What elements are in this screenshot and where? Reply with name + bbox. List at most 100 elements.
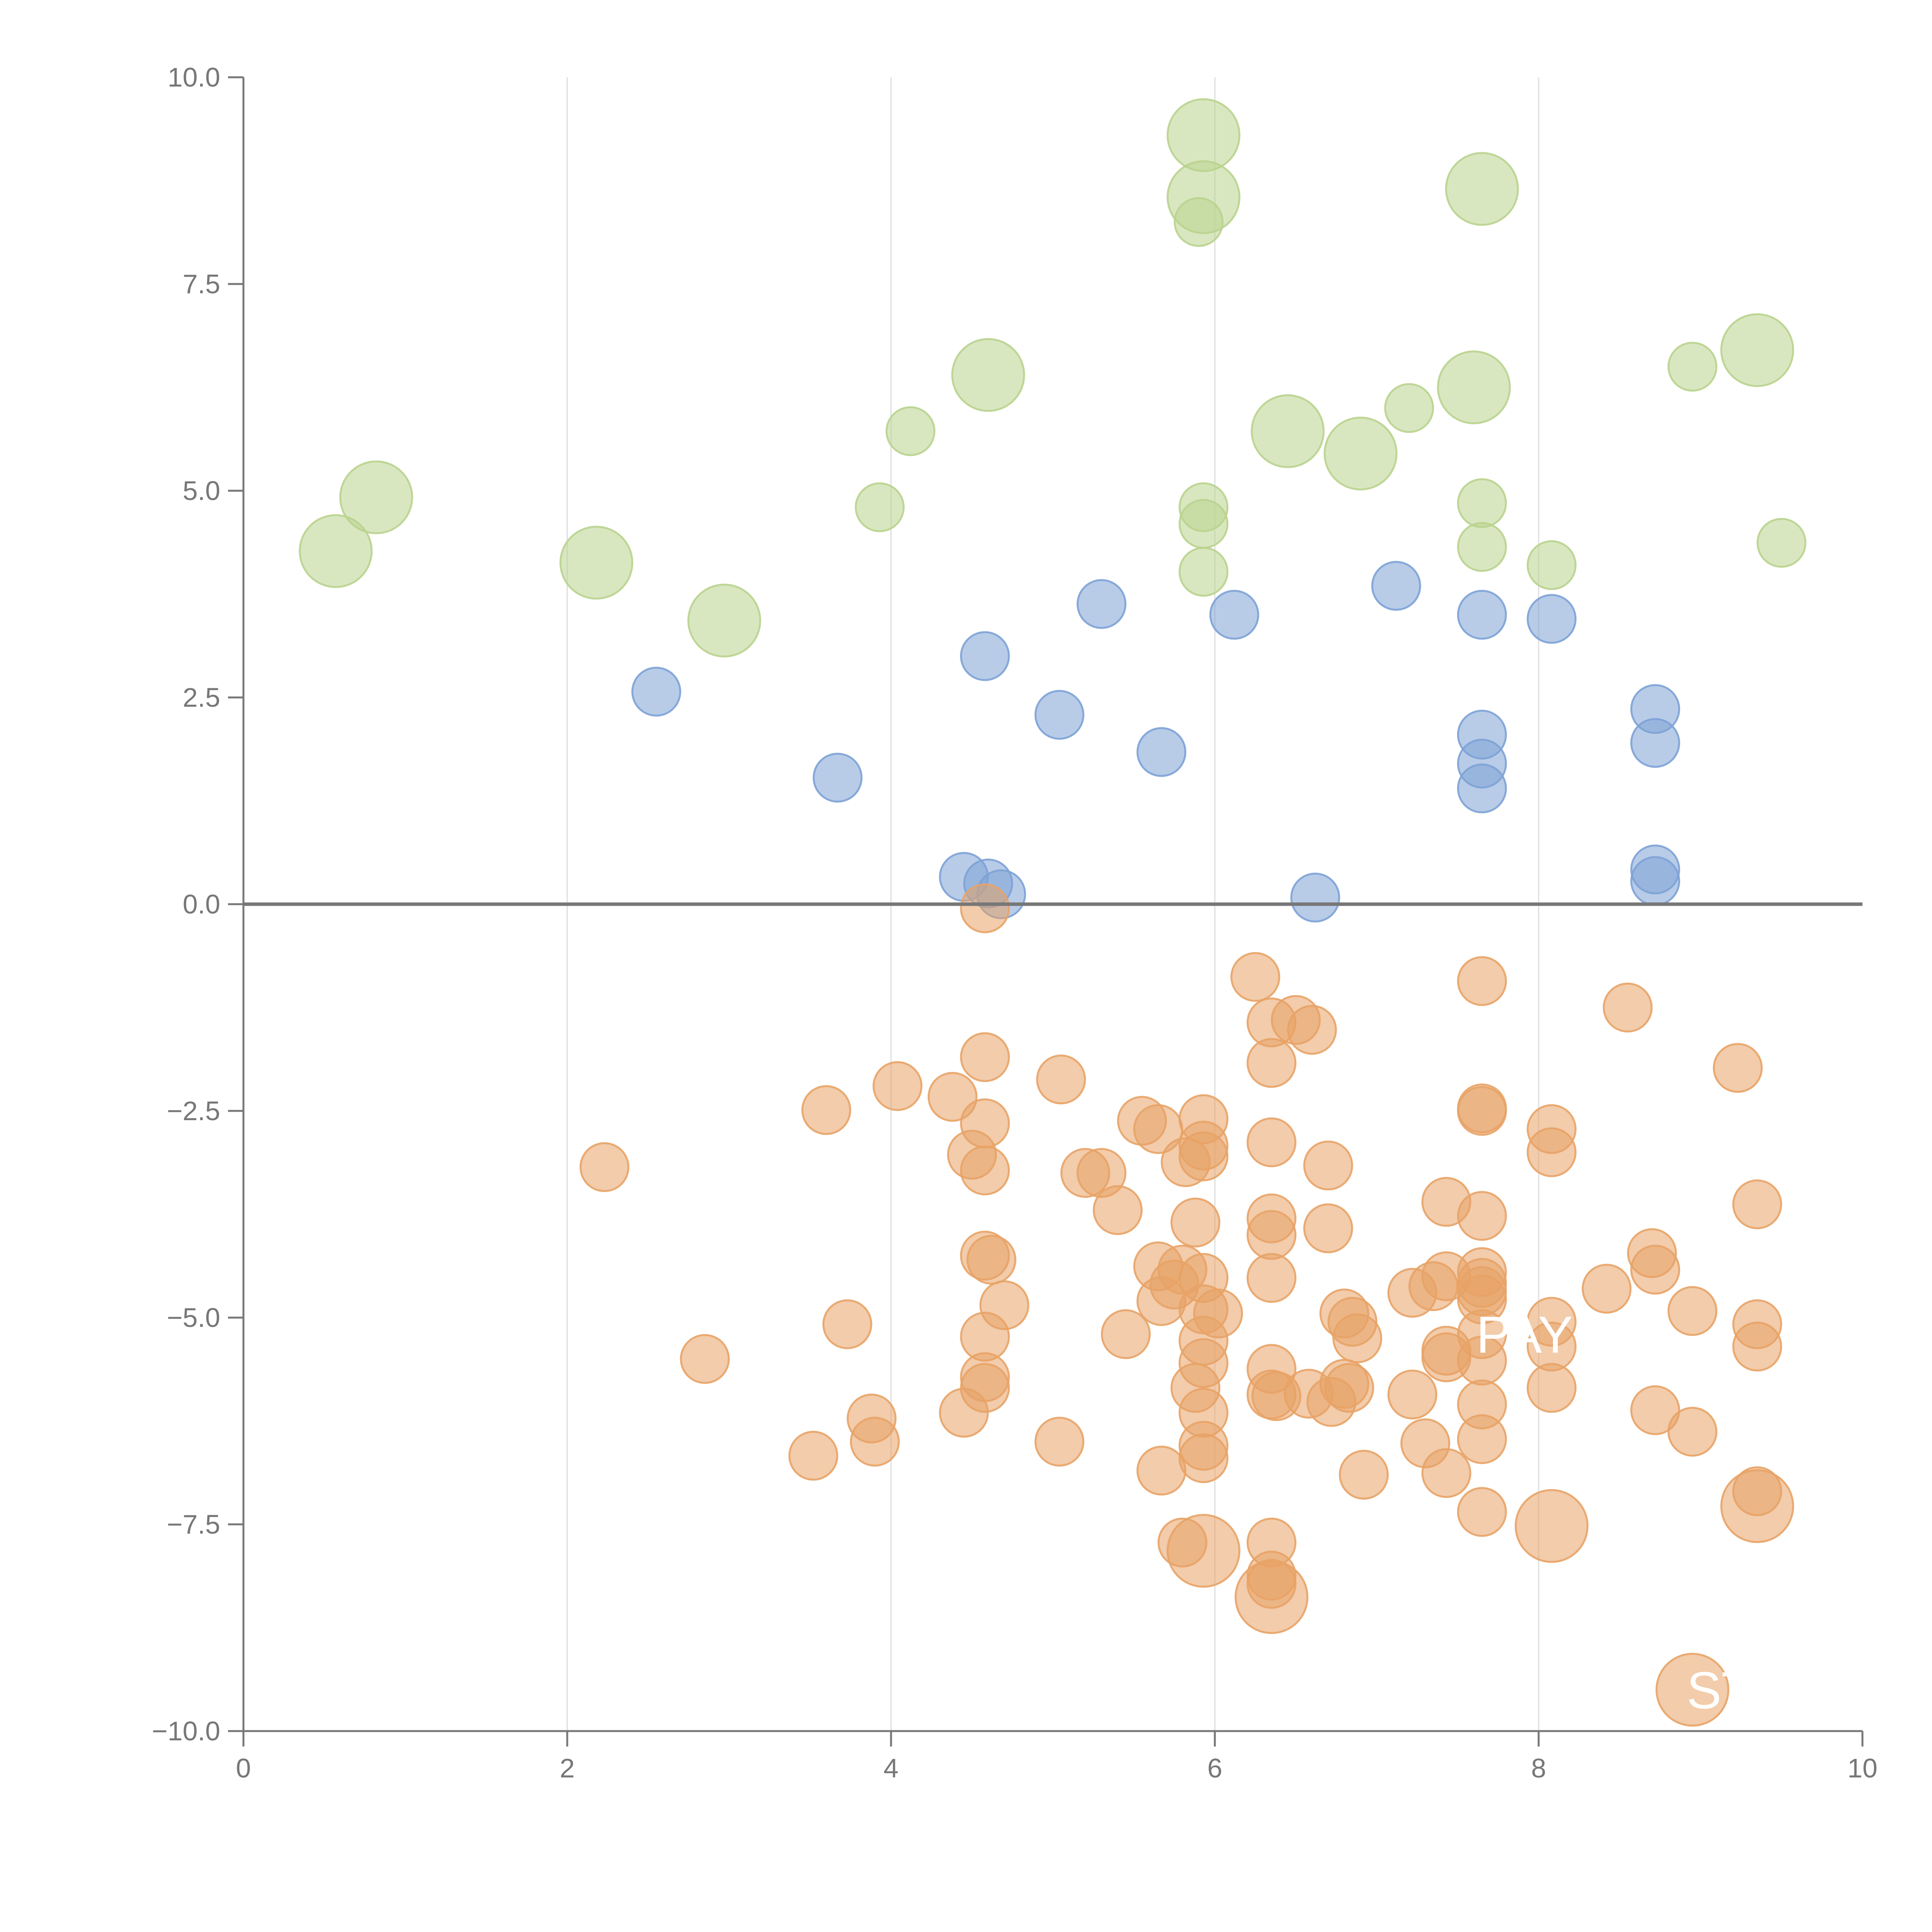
x-tick-label: 6	[1208, 1753, 1223, 1783]
data-point-orange	[1515, 1489, 1589, 1563]
data-point-orange	[1732, 1321, 1782, 1372]
data-point-orange	[1630, 1245, 1680, 1295]
data-point-orange	[850, 1417, 900, 1467]
data-point-orange	[1527, 1127, 1577, 1177]
y-tick-label: −7.5	[167, 1509, 220, 1539]
data-point-green	[559, 526, 633, 600]
data-point-orange	[1338, 1450, 1389, 1500]
data-point-orange	[939, 1388, 989, 1438]
data-point-orange	[1630, 1385, 1680, 1435]
data-point-orange	[1332, 1313, 1383, 1363]
data-point-orange	[1093, 1185, 1143, 1235]
data-point-blue	[1290, 872, 1340, 923]
data-point-orange	[1457, 1086, 1507, 1136]
data-point-green	[1445, 152, 1519, 226]
data-point-orange	[1303, 1140, 1353, 1190]
data-point-orange	[1287, 1005, 1337, 1055]
data-point-orange	[788, 1430, 838, 1481]
data-point-orange	[801, 1085, 851, 1135]
data-point-green	[1757, 518, 1806, 568]
data-point-orange	[1387, 1369, 1437, 1420]
data-point-blue	[1371, 561, 1421, 611]
data-point-orange	[1161, 1137, 1211, 1187]
data-point-orange	[872, 1061, 923, 1111]
data-point-orange	[680, 1334, 730, 1384]
data-point-blue	[1209, 590, 1259, 640]
data-point-orange	[1247, 1038, 1297, 1088]
point-label: PAY	[1476, 1306, 1573, 1364]
data-point-orange	[822, 1299, 872, 1349]
y-tick-label: 10.0	[168, 62, 220, 92]
data-point-orange	[1527, 1363, 1577, 1413]
x-tick-label: 2	[560, 1753, 575, 1783]
data-point-blue	[813, 753, 863, 803]
data-point-orange	[966, 1235, 1017, 1285]
data-point-green	[299, 514, 373, 588]
data-point-orange	[1235, 1560, 1309, 1634]
data-point-orange	[1387, 1268, 1437, 1318]
data-point-green	[1667, 342, 1718, 392]
y-tick-label: 5.0	[183, 476, 220, 506]
x-tick-label: 10	[1847, 1753, 1878, 1783]
data-point-blue	[960, 631, 1010, 681]
data-point-orange	[1667, 1406, 1718, 1457]
data-point-orange	[1602, 983, 1653, 1032]
data-point-orange	[1247, 1117, 1297, 1167]
data-point-orange	[579, 1142, 629, 1192]
data-point-orange	[1136, 1446, 1187, 1496]
data-point-green	[1527, 540, 1577, 590]
y-tick-label: −2.5	[167, 1096, 220, 1126]
data-point-orange	[1303, 1203, 1353, 1253]
y-tick-label: 2.5	[183, 682, 220, 713]
data-point-orange	[1457, 1191, 1507, 1241]
data-point-green	[951, 338, 1025, 412]
data-point-orange	[1230, 952, 1281, 1002]
data-point-blue	[1457, 590, 1507, 640]
data-point-orange	[927, 1072, 978, 1122]
data-point-green	[1323, 417, 1398, 491]
data-point-green	[339, 460, 413, 534]
data-point-blue	[1457, 763, 1507, 813]
data-point-green	[1720, 313, 1794, 387]
data-point-orange	[1167, 1514, 1241, 1588]
y-tick-label: −10.0	[152, 1716, 220, 1746]
data-point-orange	[1136, 1276, 1187, 1326]
x-tick-label: 4	[884, 1753, 899, 1783]
data-point-green	[1457, 478, 1507, 528]
data-point-orange	[1251, 1371, 1301, 1421]
data-point-orange	[1582, 1264, 1632, 1314]
axes: 10.0 7.5 5.0 2.5 0.0 −2.5 −5.0 −7.5 −10.0 0 2 4 6 8 10	[152, 62, 1878, 1783]
data-point-orange	[1034, 1417, 1085, 1467]
data-point-orange	[1732, 1179, 1782, 1230]
data-point-blue	[631, 667, 681, 717]
data-point-orange	[1247, 1210, 1297, 1260]
data-point-orange	[1457, 1414, 1507, 1464]
data-point-green	[687, 583, 761, 658]
data-point-orange	[1170, 1197, 1221, 1248]
data-point-green	[1173, 197, 1224, 247]
data-point-orange	[1306, 1377, 1357, 1427]
data-point-green	[1179, 547, 1229, 597]
data-point-green	[1437, 350, 1511, 424]
y-tick-label: −5.0	[167, 1303, 220, 1333]
point-labels: PAY ST	[1476, 1306, 1753, 1719]
data-point-green	[1251, 394, 1325, 468]
data-point-orange	[1457, 956, 1507, 1006]
x-tick-label: 0	[236, 1753, 251, 1783]
data-point-orange	[1713, 1043, 1763, 1093]
y-tick-label: 7.5	[183, 269, 220, 299]
x-tick-label: 8	[1531, 1753, 1546, 1783]
data-point-orange	[1036, 1054, 1086, 1105]
point-label: ST	[1687, 1661, 1753, 1719]
data-point-blue	[1077, 579, 1127, 629]
data-point-blue	[1630, 718, 1680, 768]
data-point-blue	[1034, 690, 1085, 740]
data-point-orange	[1720, 1469, 1794, 1543]
data-point-orange	[1101, 1309, 1151, 1359]
data-point-green	[1384, 383, 1434, 433]
data-point-green	[1457, 522, 1507, 572]
data-point-orange	[1179, 1433, 1229, 1483]
data-point-orange	[960, 883, 1010, 934]
